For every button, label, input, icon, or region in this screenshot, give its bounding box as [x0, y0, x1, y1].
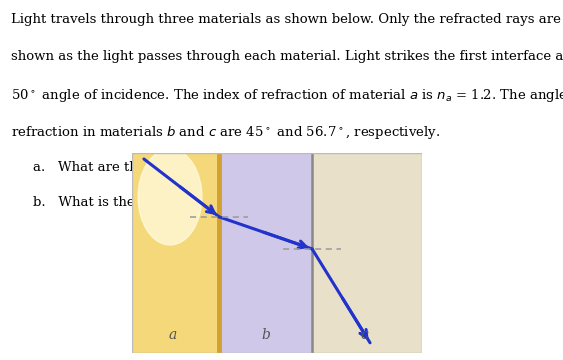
Bar [220, 153, 312, 353]
Text: a.   What are the indices of refraction in these two media.: a. What are the indices of refraction in… [33, 161, 420, 174]
Text: a: a [169, 328, 177, 342]
Text: refraction in materials $b$ and $c$ are 45$^\circ$ and 56.7$^\circ$, respectivel: refraction in materials $b$ and $c$ are … [11, 124, 440, 141]
Text: shown as the light passes through each material. Light strikes the first interfa: shown as the light passes through each m… [11, 50, 563, 63]
Text: c: c [360, 328, 368, 342]
Text: Light travels through three materials as shown below. Only the refracted rays ar: Light travels through three materials as… [11, 13, 561, 26]
Text: b: b [261, 328, 270, 342]
Text: b.   What is the critical angle for the b-c interface?: b. What is the critical angle for the b-… [33, 196, 372, 209]
Bar [132, 153, 220, 353]
Ellipse shape [138, 149, 202, 245]
Bar [312, 153, 422, 353]
Text: 50$^\circ$ angle of incidence. The index of refraction of material $a$ is $n_a$ : 50$^\circ$ angle of incidence. The index… [11, 87, 563, 104]
